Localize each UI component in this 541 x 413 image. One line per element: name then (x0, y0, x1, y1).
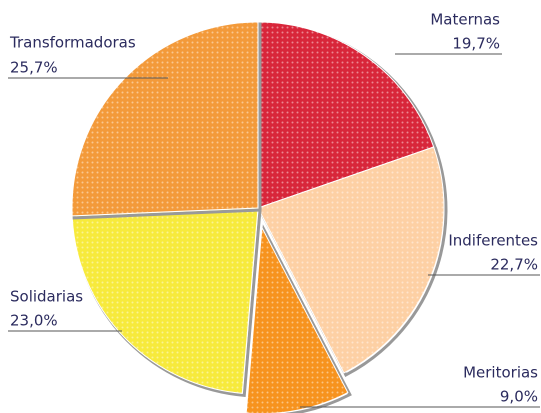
slice-label: Solidarias (10, 288, 83, 306)
slice-label: Meritorias (463, 364, 538, 382)
pie-texture (71, 22, 258, 216)
pie-texture (258, 146, 444, 373)
pie-texture (72, 208, 258, 394)
slice-value-label: 19,7% (452, 35, 500, 53)
slice-label: Transformadoras (9, 34, 136, 52)
pie-shadow (246, 224, 352, 413)
slice-value-label: 22,7% (490, 256, 538, 274)
slice-value-label: 9,0% (500, 388, 538, 406)
pie-shadow (257, 147, 448, 377)
slice-value-label: 25,7% (10, 59, 58, 77)
slice-label: Maternas (430, 11, 500, 29)
slice-value-label: 23,0% (10, 312, 58, 330)
pie-texture (246, 227, 348, 413)
slice-label: Indiferentes (448, 232, 538, 250)
pie-texture (258, 22, 434, 208)
